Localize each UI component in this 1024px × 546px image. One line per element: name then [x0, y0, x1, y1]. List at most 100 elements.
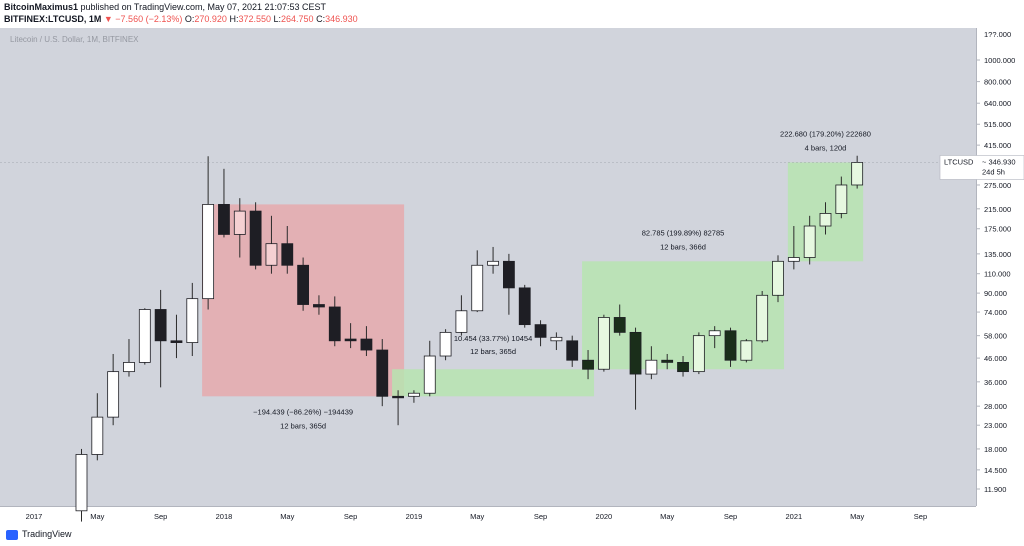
y-tick-label: 74.000 — [984, 308, 1007, 317]
candle-body — [661, 359, 674, 363]
candle-body — [91, 416, 104, 455]
y-tick-label: 175.000 — [984, 225, 1011, 234]
y-tick-label: 46.000 — [984, 354, 1007, 363]
candle-body — [439, 331, 452, 357]
zone-label-change: −194.439 (−86.26%) −194439 — [253, 407, 353, 416]
x-tick-label: May — [470, 512, 484, 521]
x-tick-label: 2019 — [406, 512, 423, 521]
zone-label-change: 82.785 (199.89%) 82785 — [642, 228, 725, 237]
zone-label-bars: 12 bars, 365d — [470, 347, 516, 356]
y-tick-label: 14.500 — [984, 466, 1007, 475]
candle-body — [75, 454, 88, 512]
candle-body — [423, 355, 436, 394]
candle-body — [566, 340, 579, 361]
y-tick-label: 58.000 — [984, 332, 1007, 341]
y-tick-label: 215.000 — [984, 205, 1011, 214]
candle-body — [170, 340, 183, 343]
open-value: 270.920 — [194, 14, 227, 24]
chart-header: BitcoinMaximus1 published on TradingView… — [0, 0, 1024, 28]
footer: TradingView — [0, 524, 1024, 546]
publish-text: published on TradingView.com, May 07, 20… — [80, 2, 327, 12]
x-tick-label: 2020 — [596, 512, 613, 521]
candle-body — [692, 335, 705, 373]
price-axis[interactable] — [976, 28, 1024, 506]
x-tick-label: May — [90, 512, 104, 521]
candle-body — [772, 260, 784, 296]
y-tick-label: 800.000 — [984, 78, 1011, 87]
x-tick-label: 2021 — [785, 512, 802, 521]
symbol-label: BITFINEX:LTCUSD, 1M — [4, 14, 102, 24]
zone-label-bars: 12 bars, 365d — [280, 421, 326, 430]
y-tick-label: 28.000 — [984, 402, 1007, 411]
low-value: 264.750 — [281, 14, 314, 24]
candle-body — [582, 359, 594, 370]
x-axis-ticks: 2017 May Sep 2018 May Sep 2019 May Sep 2020 May Sep… — [26, 512, 928, 521]
candle-body — [107, 371, 120, 418]
publish-info: BitcoinMaximus1 published on TradingView… — [4, 2, 326, 12]
last-price-box — [939, 155, 1024, 180]
last-price-countdown: 24d 5h — [982, 167, 1005, 176]
candle-body — [202, 204, 215, 300]
tradingview-brand[interactable]: TradingView — [22, 529, 72, 539]
candle-body — [265, 243, 278, 266]
plot-area[interactable] — [0, 28, 976, 506]
time-axis[interactable] — [0, 506, 976, 524]
candle-body — [408, 392, 420, 397]
x-tick-label: Sep — [154, 512, 167, 521]
y-tick-label: 515.000 — [984, 120, 1011, 129]
candle-body — [344, 338, 357, 342]
x-tick-label: Sep — [724, 512, 737, 521]
candle-body — [471, 264, 484, 312]
x-tick-label: May — [850, 512, 864, 521]
y-tick-label: 110.000 — [984, 270, 1011, 279]
y-tick-label: 11.900 — [984, 485, 1006, 494]
candle-body — [803, 225, 816, 258]
candles-layer — [75, 155, 864, 522]
y-axis-ticks: 1??.000 1000.000 800.000 640.000 515.000 415.… — [976, 30, 1015, 494]
candle-body — [645, 359, 658, 375]
high-value: 372.550 — [238, 14, 271, 24]
candle-body — [550, 336, 563, 342]
candle-body — [360, 338, 373, 351]
candle-body — [313, 304, 325, 308]
open-label: O: — [184, 14, 195, 24]
candle-body — [534, 324, 547, 338]
measure-zone-green — [582, 261, 785, 370]
y-tick-label: 640.000 — [984, 99, 1011, 108]
low-label: L: — [273, 14, 282, 24]
y-tick-label: 275.000 — [984, 181, 1011, 190]
candle-body — [597, 317, 610, 370]
zone-labels-layer: −194.439 (−86.26%) −194439 12 bars, 365d 1… — [253, 129, 871, 430]
y-tick-label: 135.000 — [984, 250, 1011, 259]
candle-body — [613, 317, 626, 333]
candle-body — [708, 330, 721, 337]
x-tick-label: May — [280, 512, 294, 521]
y-tick-label: 415.000 — [984, 141, 1011, 150]
zone-label-change: 10.454 (33.77%) 10454 — [454, 334, 532, 343]
y-tick-label: 1??.000 — [984, 30, 1011, 39]
publisher-name[interactable]: BitcoinMaximus1 — [4, 2, 79, 12]
candle-body — [518, 287, 531, 326]
y-tick-label: 1000.000 — [984, 56, 1015, 65]
candle-body — [233, 210, 246, 235]
zone-label-bars: 12 bars, 366d — [660, 242, 706, 251]
high-label: H: — [229, 14, 239, 24]
y-tick-label: 90.000 — [984, 289, 1007, 298]
candle-body — [835, 184, 848, 214]
zone-label-bars: 4 bars, 120d — [805, 143, 847, 152]
last-price-symbol: LTCUSD — [944, 157, 974, 166]
candle-body — [186, 298, 199, 343]
x-tick-label: Sep — [344, 512, 357, 521]
candle-body — [502, 260, 515, 289]
candle-body — [392, 395, 404, 399]
candle-body — [851, 162, 864, 186]
symbol-info: BITFINEX:LTCUSD, 1M ▼ −7.560 (−2.13%) O:… — [4, 14, 358, 24]
candle-body — [154, 309, 167, 342]
candle-body — [819, 213, 832, 227]
candle-body — [281, 243, 294, 266]
y-tick-label: 23.000 — [984, 421, 1007, 430]
x-tick-label: 2018 — [216, 512, 233, 521]
zone-label-change: 222.680 (179.20%) 222680 — [780, 129, 871, 138]
candle-body — [724, 330, 737, 361]
